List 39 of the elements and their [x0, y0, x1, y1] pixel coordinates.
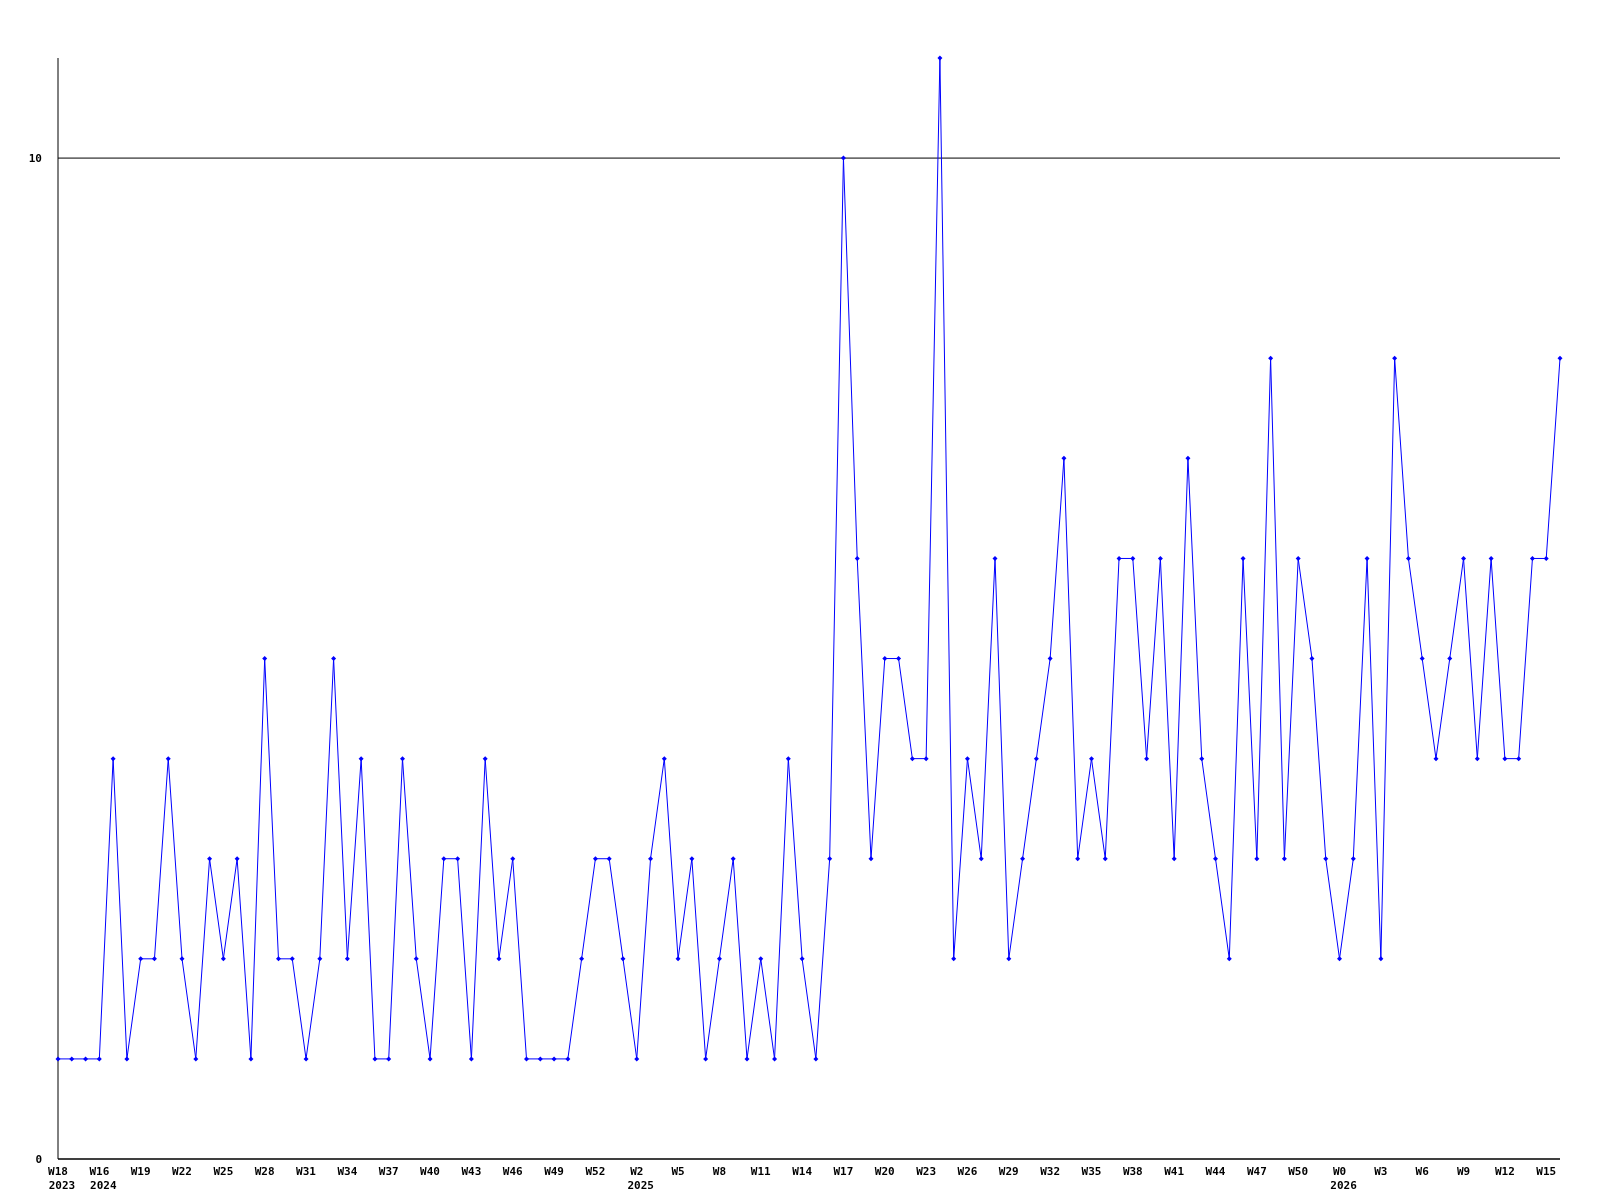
- x-tick-label: W52: [585, 1165, 606, 1178]
- x-tick-label: W0 2026: [1330, 1165, 1358, 1192]
- x-tick-label: W9: [1456, 1165, 1471, 1178]
- x-tick-label: W16 2024: [89, 1165, 117, 1192]
- x-tick-label: W26: [957, 1165, 978, 1178]
- x-tick-label: W5: [671, 1165, 685, 1178]
- x-tick-label: W25: [213, 1165, 234, 1178]
- x-tick-label: W22: [172, 1165, 192, 1178]
- x-tick-label: W32: [1040, 1165, 1061, 1178]
- x-tick-label: W2 2025: [627, 1165, 654, 1192]
- x-tick-label: W50: [1288, 1165, 1309, 1178]
- x-tick-label: W11: [750, 1165, 772, 1178]
- x-tick-label: W49: [544, 1165, 565, 1178]
- x-tick-label: W17: [833, 1165, 854, 1178]
- x-tick-label: W47: [1246, 1165, 1267, 1178]
- x-tick-label: W35: [1081, 1165, 1102, 1178]
- x-tick-label: W3: [1374, 1165, 1388, 1178]
- x-tick-label: W8: [712, 1165, 727, 1178]
- x-tick-label: W34: [337, 1165, 358, 1178]
- x-tick-label: W19: [130, 1165, 151, 1178]
- y-tick-label: 10: [28, 151, 42, 165]
- x-tick-label: W43: [461, 1165, 482, 1178]
- x-tick-label: W15: [1536, 1165, 1557, 1178]
- x-tick-label: W6: [1415, 1165, 1430, 1178]
- x-tick-label: W28: [254, 1165, 275, 1178]
- x-tick-label: W31: [296, 1165, 317, 1178]
- x-tick-label: W14: [792, 1165, 813, 1178]
- x-tick-label: W37: [378, 1165, 399, 1178]
- x-tick-label: W20: [874, 1165, 895, 1178]
- x-tick-label: W23: [916, 1165, 937, 1178]
- x-tick-label: W46: [502, 1165, 524, 1178]
- x-tick-label: W29: [998, 1165, 1019, 1178]
- x-tick-label: W40: [420, 1165, 440, 1178]
- x-tick-label: W18 2023: [48, 1165, 76, 1192]
- x-tick-label: W44: [1205, 1165, 1226, 1178]
- x-tick-label: W38: [1122, 1165, 1143, 1178]
- x-tick-label: W12: [1494, 1165, 1515, 1178]
- y-tick-label: 0: [35, 1152, 42, 1166]
- x-tick-label: W41: [1164, 1165, 1185, 1178]
